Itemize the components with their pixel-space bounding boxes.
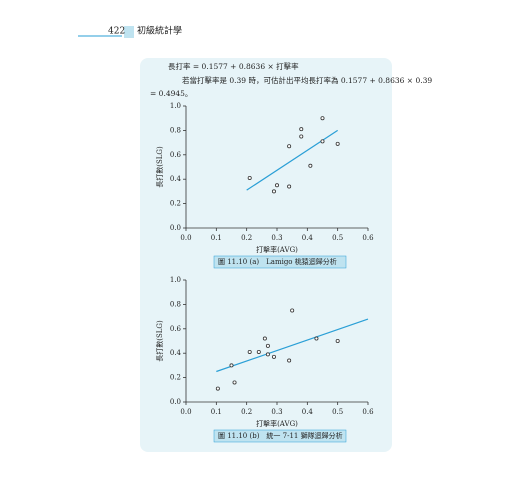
point xyxy=(320,116,325,121)
book-title: 初級統計學 xyxy=(137,25,182,37)
x-tick-label: 0.5 xyxy=(332,234,343,242)
y-tick-label: 1.0 xyxy=(170,276,181,284)
point xyxy=(271,354,276,359)
caption-box xyxy=(213,255,347,269)
caption: 圖 11.10 (a) Lamigo 桃猿迴歸分析 xyxy=(218,257,337,266)
y-axis-label: 長打數(SLG) xyxy=(155,320,164,362)
y-tick-label: 0.8 xyxy=(170,300,181,308)
text-line: 若當打擊率是 0.39 時，可估計出平均長打率為 0.1577 + 0.8636… xyxy=(182,75,432,85)
x-tick-label: 0.0 xyxy=(180,234,191,242)
x-tick-label: 0.6 xyxy=(362,234,374,242)
x-tick-label: 0.2 xyxy=(241,234,252,242)
x-tick-label: 0.1 xyxy=(211,408,222,416)
point xyxy=(265,352,270,357)
point xyxy=(320,139,325,144)
x-tick-label: 0.3 xyxy=(271,234,282,242)
point xyxy=(229,363,234,368)
point xyxy=(335,338,340,343)
header-deco xyxy=(124,26,134,38)
text-line: = 0.4945。 xyxy=(150,89,192,98)
point xyxy=(262,336,267,341)
equation: 長打率 = 0.1577 + 0.8636 × 打擊率 xyxy=(168,61,299,71)
trend-line xyxy=(216,318,369,373)
y-axis-label: 長打數(SLG) xyxy=(155,146,164,188)
y-tick-label: 1.0 xyxy=(170,102,181,110)
y-tick-label: 0.6 xyxy=(170,151,182,159)
point xyxy=(287,184,292,189)
y-tick-label: 0.2 xyxy=(170,200,181,208)
y-tick-label: 0.4 xyxy=(170,175,182,183)
x-tick-label: 0.0 xyxy=(180,408,191,416)
panel xyxy=(140,58,392,452)
y-tick-label: 0.0 xyxy=(170,398,181,406)
point xyxy=(232,380,237,385)
point xyxy=(215,386,220,391)
point xyxy=(287,358,292,363)
point xyxy=(247,175,252,180)
caption: 圖 11.10 (b) 統一 7-11 獅隊迴歸分析 xyxy=(218,431,343,440)
y-tick-label: 0.8 xyxy=(170,126,181,134)
caption-box xyxy=(213,429,347,443)
x-tick-label: 0.2 xyxy=(241,408,252,416)
point xyxy=(335,141,340,146)
x-tick-label: 0.4 xyxy=(302,234,314,242)
x-tick-label: 0.1 xyxy=(211,234,222,242)
y-tick-label: 0.6 xyxy=(170,325,182,333)
point xyxy=(299,127,304,132)
point xyxy=(287,144,292,149)
page-number: 422 xyxy=(108,27,125,37)
x-axis-label: 打擊率(AVG) xyxy=(256,245,298,254)
x-tick-label: 0.3 xyxy=(271,408,282,416)
point xyxy=(290,308,295,313)
x-tick-label: 0.4 xyxy=(302,408,314,416)
y-tick-label: 0.2 xyxy=(170,374,181,382)
point xyxy=(256,349,261,354)
x-axis-label: 打擊率(AVG) xyxy=(256,419,298,428)
point xyxy=(265,343,270,348)
point xyxy=(314,336,319,341)
point xyxy=(247,349,252,354)
point xyxy=(299,134,304,139)
x-tick-label: 0.5 xyxy=(332,408,343,416)
y-tick-label: 0.4 xyxy=(170,349,182,357)
x-tick-label: 0.6 xyxy=(362,408,374,416)
point xyxy=(308,163,313,168)
y-tick-label: 0.0 xyxy=(170,224,181,232)
point xyxy=(271,189,276,194)
point xyxy=(274,183,279,188)
